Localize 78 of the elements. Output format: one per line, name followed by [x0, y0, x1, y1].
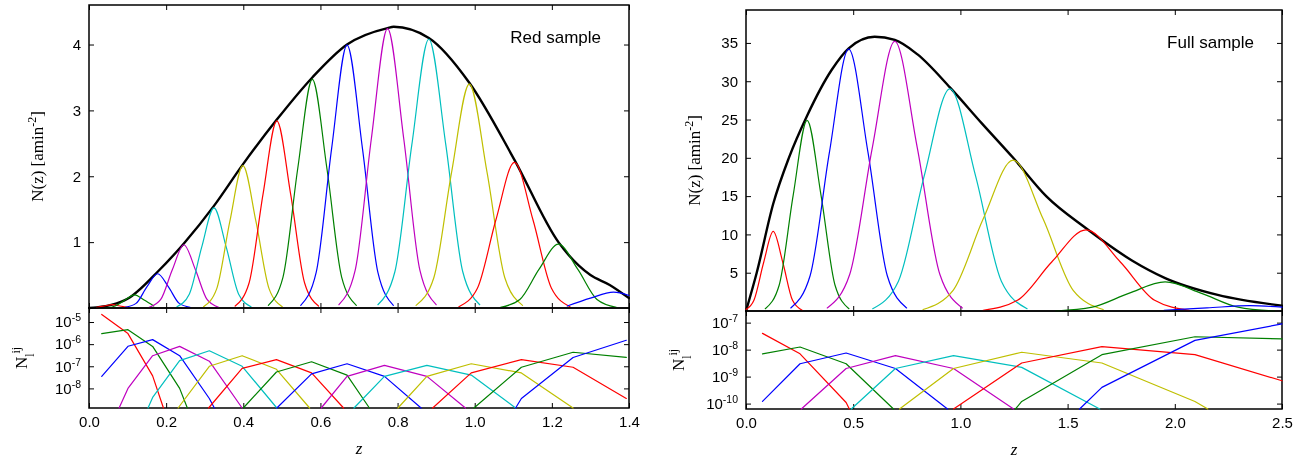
x-tick-label: 0.2: [156, 412, 178, 430]
line-series: [101, 329, 188, 409]
y-tick-label: 5: [729, 264, 738, 281]
line-series: [276, 363, 422, 409]
line-series: [147, 350, 278, 409]
x-tick-label: 1.5: [1057, 413, 1079, 431]
y-tick-label: 1: [72, 233, 81, 251]
line-series: [850, 355, 1101, 410]
line-series: [267, 78, 357, 306]
annotation: Full sample: [1167, 33, 1254, 52]
x-tick-label: 0.5: [843, 413, 865, 431]
line-series: [432, 359, 627, 409]
line-series: [202, 165, 283, 308]
line-series: [101, 313, 165, 409]
line-series: [415, 83, 524, 306]
x-axis-title: z: [354, 439, 363, 458]
line-series: [242, 361, 371, 409]
line-series: [922, 159, 1104, 311]
line-series: [826, 40, 963, 309]
x-axis-title: z: [1009, 440, 1018, 459]
line-series: [1014, 336, 1283, 410]
line-series: [234, 120, 320, 307]
x-tick-label: 1.4: [619, 412, 640, 430]
line-series: [338, 28, 437, 306]
y-tick-label: 10$^{-8}$: [711, 338, 739, 358]
line-series: [148, 244, 220, 308]
line-series: [761, 346, 895, 410]
line-series: [353, 364, 517, 409]
line-series: [300, 44, 394, 306]
y-tick-label: 2: [72, 167, 81, 185]
line-series: [124, 273, 191, 308]
line-series: [101, 339, 215, 409]
line-series: [566, 291, 630, 307]
y-tick-label: 25: [721, 110, 738, 128]
line-series: [952, 345, 1283, 410]
y-tick-label: 15: [721, 187, 738, 205]
annotation: Red sample: [510, 28, 601, 47]
y-tick-label: 10$^{-7}$: [711, 311, 739, 331]
x-tick-label: 0.0: [736, 413, 757, 431]
line-series: [499, 243, 617, 308]
line-series: [458, 161, 571, 308]
line-series: [473, 351, 627, 409]
y-tick-label: 20: [721, 149, 738, 167]
y-tick-label: 3: [72, 101, 81, 119]
line-series: [764, 119, 850, 310]
x-tick-label: 0.8: [387, 412, 409, 430]
y-tick-label: 10$^{-9}$: [711, 365, 739, 385]
y-tick-label: 30: [721, 72, 738, 90]
line-series: [790, 48, 908, 309]
x-tick-label: 0.0: [79, 412, 100, 430]
line-series: [761, 332, 850, 410]
x-tick-label: 2.5: [1272, 413, 1293, 431]
line-series: [377, 38, 481, 306]
y-tick-label: 4: [72, 35, 81, 53]
x-tick-label: 0.4: [233, 412, 255, 430]
y-tick-label: 10$^{-6}$: [54, 333, 82, 353]
line-series: [745, 230, 803, 311]
line-series: [118, 345, 243, 409]
y-tick-label: 10$^{-10}$: [706, 392, 739, 412]
line-series: [397, 363, 574, 409]
line-series: [898, 351, 1209, 410]
x-tick-label: 1.0: [464, 412, 486, 430]
x-tick-label: 1.2: [541, 412, 563, 430]
x-tick-label: 2.0: [1164, 413, 1186, 431]
line-series: [1079, 323, 1283, 410]
y-tick-label: 10$^{-8}$: [54, 377, 82, 397]
y-tick-label: 35: [721, 34, 738, 52]
line-series: [761, 352, 949, 410]
x-tick-label: 1.0: [950, 413, 972, 431]
y-tick-label: 10$^{-5}$: [54, 311, 82, 331]
y-tick-label: 10: [721, 225, 738, 243]
line-series: [515, 339, 627, 409]
line-series: [176, 207, 252, 308]
line-series: [207, 359, 345, 409]
line-series: [177, 355, 311, 409]
line-series: [872, 88, 1028, 310]
x-tick-label: 0.6: [310, 412, 332, 430]
y-tick-label: 10$^{-7}$: [54, 355, 82, 375]
